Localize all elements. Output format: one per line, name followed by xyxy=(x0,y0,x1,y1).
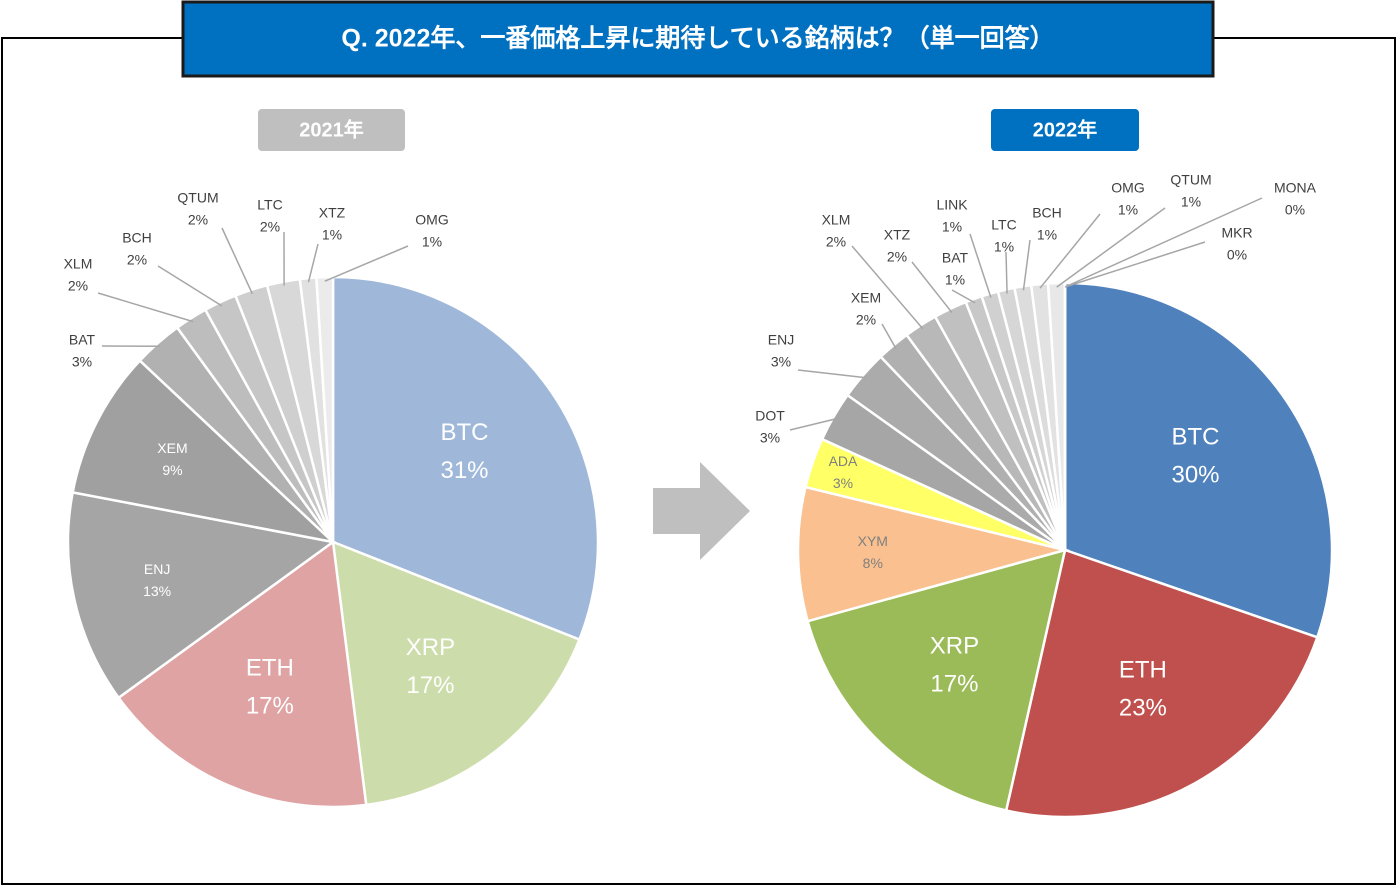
leader-line xyxy=(881,323,897,349)
slice-label: XLM xyxy=(822,212,851,228)
slice-label: ENJ xyxy=(768,332,794,348)
slice-label: XTZ xyxy=(319,205,346,221)
slice-label: XLM xyxy=(64,256,93,272)
slice-value-label: 1% xyxy=(322,227,342,243)
leader-line xyxy=(324,245,409,282)
slice-label: BTC xyxy=(441,419,489,446)
chart-title-badge xyxy=(991,109,1139,151)
title-box xyxy=(181,0,1215,78)
slice-label: BAT xyxy=(942,250,969,266)
slice-value-label: 2% xyxy=(260,219,280,235)
slice-value-label: 31% xyxy=(440,457,488,484)
slice-label: ADA xyxy=(829,453,858,469)
leader-line xyxy=(951,289,976,304)
leader-line xyxy=(1064,241,1206,288)
slice-label: MKR xyxy=(1221,225,1252,241)
title: Q. 2022年、一番価格上昇に期待している銘柄は？（単一回答） xyxy=(341,24,1054,53)
pie-slice xyxy=(331,275,600,642)
leader-line xyxy=(157,265,223,307)
slice-value-label: 30% xyxy=(1171,461,1219,488)
slice-label: BAT xyxy=(69,332,96,348)
slice-label: LTC xyxy=(257,197,282,213)
slice-value-label: 1% xyxy=(422,234,442,250)
leader-line xyxy=(221,227,254,295)
slice-label: OMG xyxy=(1111,180,1144,196)
slice-label: ENJ xyxy=(144,561,170,577)
slice-value-label: 1% xyxy=(945,272,965,288)
slice-value-label: 8% xyxy=(863,555,883,571)
slice-label: OMG xyxy=(415,212,448,228)
pie-slice xyxy=(331,540,582,807)
chart-title: 2022年 xyxy=(1033,117,1098,141)
slice-value-label: 1% xyxy=(994,239,1014,255)
slice-value-label: 1% xyxy=(1181,194,1201,210)
slice-value-label: 2% xyxy=(188,212,208,228)
slice-value-label: 0% xyxy=(1227,247,1247,263)
slice-value-label: 2% xyxy=(887,249,907,265)
slice-label: XEM xyxy=(157,440,187,456)
slice-label: XTZ xyxy=(884,227,911,243)
leader-line xyxy=(911,261,953,313)
leader-line xyxy=(1064,197,1263,288)
slice-value-label: 17% xyxy=(246,692,294,719)
slice-value-label: 2% xyxy=(127,252,147,268)
slice-value-label: 13% xyxy=(143,583,171,599)
leader-line xyxy=(851,245,924,330)
slice-label: LINK xyxy=(936,197,968,213)
pie-slice xyxy=(116,539,368,809)
pie-slice xyxy=(796,485,1070,623)
slice-value-label: 17% xyxy=(930,670,978,697)
slice-label: QTUM xyxy=(177,190,218,206)
leader-line xyxy=(97,292,194,323)
slice-value-label: 1% xyxy=(1118,202,1138,218)
chart-title-badge xyxy=(258,109,405,151)
slice-value-label: 9% xyxy=(162,462,182,478)
slice-label: BCH xyxy=(1032,205,1062,221)
pie-slice xyxy=(1063,281,1334,639)
leader-line xyxy=(307,243,319,283)
slice-value-label: 1% xyxy=(1037,227,1057,243)
pie-slice xyxy=(66,490,337,700)
slice-label: ETH xyxy=(1119,656,1167,683)
slice-value-label: 2% xyxy=(856,312,876,328)
arrow xyxy=(653,462,750,560)
slice-value-label: 17% xyxy=(406,672,454,699)
slice-label: BTC xyxy=(1171,423,1219,450)
slice-label: DOT xyxy=(755,408,785,424)
chart-title: 2021年 xyxy=(299,117,364,141)
slice-label: XYM xyxy=(858,533,888,549)
slice-label: MONA xyxy=(1274,180,1317,196)
slice-label: LTC xyxy=(991,217,1016,233)
slice-label: ETH xyxy=(246,654,294,681)
slice-value-label: 1% xyxy=(942,219,962,235)
leader-line xyxy=(969,233,992,298)
leader-line xyxy=(1022,239,1031,291)
pie-slice xyxy=(71,358,337,545)
leader-line xyxy=(1039,213,1101,289)
slice-value-label: 0% xyxy=(1285,202,1305,218)
slice-value-label: 3% xyxy=(760,430,780,446)
slice-value-label: 2% xyxy=(68,278,88,294)
pie-slice xyxy=(806,548,1067,812)
leader-line xyxy=(797,369,867,379)
leader-line xyxy=(1005,251,1008,294)
slice-label: QTUM xyxy=(1170,172,1211,188)
slice-label: XRP xyxy=(930,632,979,659)
pie-slice xyxy=(1004,548,1319,819)
slice-label: XEM xyxy=(851,290,881,306)
leader-line xyxy=(789,417,838,431)
slice-value-label: 3% xyxy=(833,475,853,491)
slice-label: XRP xyxy=(406,634,455,661)
slice-value-label: 2% xyxy=(826,234,846,250)
leader-line xyxy=(1056,207,1166,288)
slice-label: BCH xyxy=(122,230,152,246)
slice-value-label: 3% xyxy=(72,354,92,370)
slice-value-label: 23% xyxy=(1119,694,1167,721)
slice-value-label: 3% xyxy=(771,354,791,370)
